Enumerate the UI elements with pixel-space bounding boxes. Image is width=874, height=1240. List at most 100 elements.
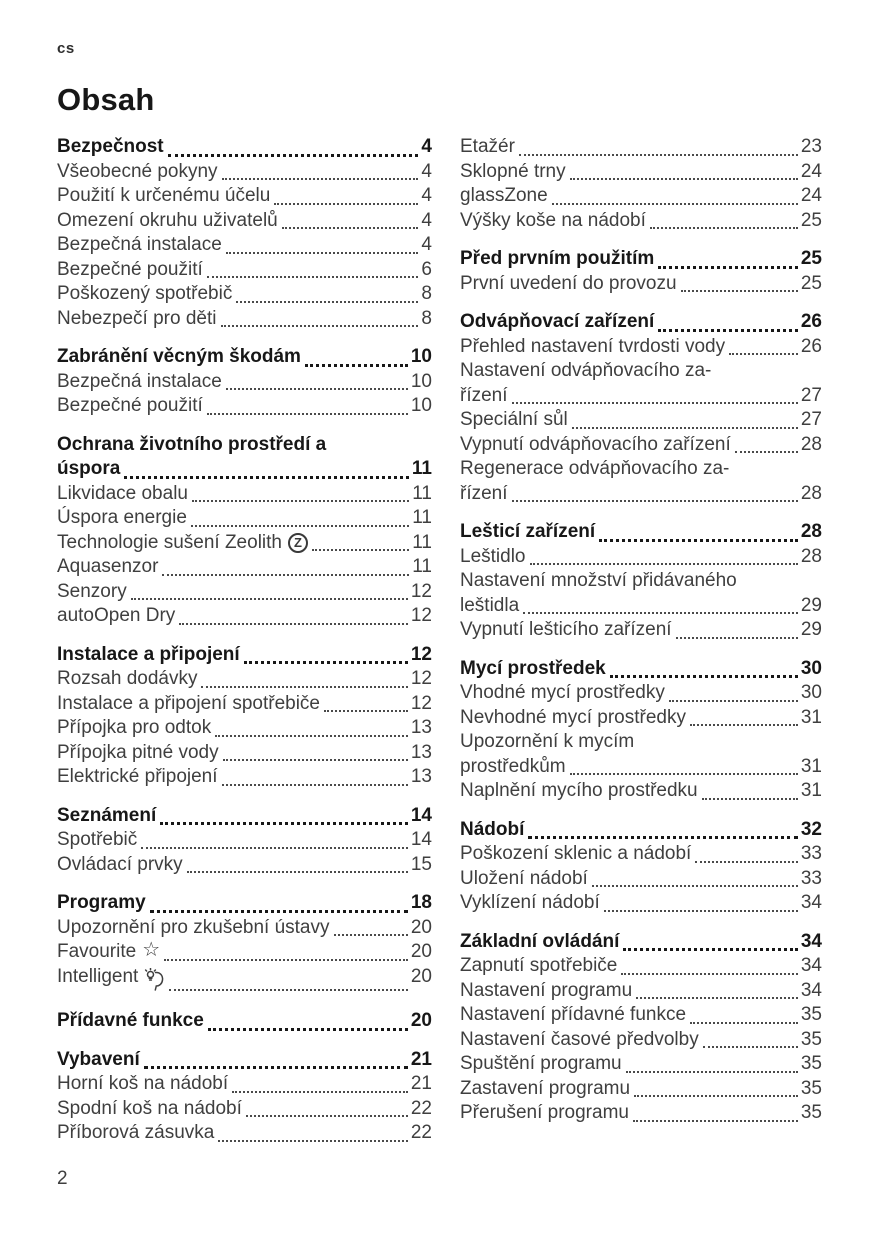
toc-section-heading: Zabránění věcným škodám 10 <box>57 345 432 370</box>
toc-entry: Vypnutí odvápňovacího zařízení 28 <box>460 433 822 458</box>
page-number: 32 <box>800 818 822 840</box>
toc-entry: Upozornění k mycím prostředkům 31 <box>460 730 822 779</box>
section-title: Ochrana životního prostředí a <box>57 433 327 455</box>
favourite-star-icon: ☆ <box>142 939 161 961</box>
toc-section: Přídavné funkce 20 <box>57 1009 432 1034</box>
toc-section: Instalace a připojení 12 Rozsah dodávky 12 I… <box>57 643 432 790</box>
dot-leader <box>571 408 798 429</box>
dot-leader <box>206 258 419 278</box>
toc-section: Odvápňovací zařízení 26 Přehled nastavení … <box>460 310 822 506</box>
toc-entry: Poškození sklenic a nádobí 33 <box>460 842 822 867</box>
toc-entry: Ovládací prvky 15 <box>57 853 432 878</box>
toc-entry: Vypnutí lešticího zařízení 29 <box>460 618 822 643</box>
page-number: 12 <box>410 668 432 689</box>
toc-section: Etažér 23 Sklopné trny 24 glassZone 24 Výšky k… <box>460 135 822 233</box>
page-number: 34 <box>800 930 822 952</box>
toc-entry: První uvedení do provozu 25 <box>460 272 822 297</box>
toc-section: Vybavení 21 Horní koš na nádobí 21 Spodní ko… <box>57 1048 432 1146</box>
toc-entry: Intelligent 20 <box>57 965 432 996</box>
toc-entry: Přerušení programu 35 <box>460 1101 822 1126</box>
dot-leader <box>690 1003 798 1024</box>
page-number: 26 <box>800 311 822 332</box>
dot-leader <box>634 1077 798 1097</box>
page-number: 20 <box>410 965 432 987</box>
entry-title: Vyklízení nádobí <box>460 892 600 913</box>
toc-section: Lešticí zařízení 28 Leštidlo 28 Nastavení mn… <box>460 520 822 643</box>
dot-leader <box>599 520 798 542</box>
dot-leader <box>218 1121 408 1142</box>
toc-entry: autoOpen Dry 12 <box>57 604 432 629</box>
table-of-contents: Bezpečnost 4 Všeobecné pokyny 4 Použití k ur… <box>57 135 822 1146</box>
page-number: 24 <box>800 185 822 206</box>
toc-entry: Vyklízení nádobí 34 <box>460 891 822 916</box>
entry-title: řízení <box>460 482 508 504</box>
page-number: 11 <box>412 507 432 528</box>
entry-title: Bezpečná instalace <box>57 370 222 392</box>
section-title: Lešticí zařízení <box>460 521 596 542</box>
section-title: Mycí prostředek <box>460 657 606 679</box>
toc-entry: Rozsah dodávky 12 <box>57 667 432 692</box>
page-number: 24 <box>800 160 822 182</box>
page-number: 30 <box>800 657 822 679</box>
page-number: 28 <box>800 433 822 455</box>
dot-leader <box>734 433 798 453</box>
page-number: 11 <box>412 482 432 504</box>
dot-leader <box>668 681 798 702</box>
dot-leader <box>221 160 419 180</box>
page-number: 20 <box>410 941 432 962</box>
dot-leader <box>220 307 419 327</box>
toc-entry: Přehled nastavení tvrdosti vody 26 <box>460 335 822 360</box>
entry-title: autoOpen Dry <box>57 605 176 626</box>
dot-leader <box>245 1097 408 1117</box>
page-number: 23 <box>800 136 822 157</box>
dot-leader <box>702 1028 798 1048</box>
dot-leader <box>591 867 798 887</box>
dot-leader <box>625 1052 798 1073</box>
section-title: Zabránění věcným škodám <box>57 346 301 367</box>
entry-title: Vypnutí odvápňovacího zařízení <box>460 433 731 455</box>
dot-leader <box>201 667 408 688</box>
toc-section-heading: Bezpečnost 4 <box>57 135 432 160</box>
toc-section-heading: Vybavení 21 <box>57 1048 432 1073</box>
dot-leader <box>221 765 408 786</box>
toc-section: Zabránění věcným škodám 10 Bezpečná instal… <box>57 345 432 419</box>
entry-title: Vhodné mycí prostředky <box>460 682 665 703</box>
toc-entry: Přípojka pro odtok 13 <box>57 716 432 741</box>
entry-title: Elektrické připojení <box>57 766 218 787</box>
dot-leader <box>225 233 419 254</box>
entry-title: Přípojka pitné vody <box>57 741 219 763</box>
toc-entry: Nastavení přídavné funkce 35 <box>460 1003 822 1028</box>
toc-entry: Spodní koš na nádobí 22 <box>57 1097 432 1122</box>
entry-title: řízení <box>460 384 508 406</box>
entry-title: Nastavení programu <box>460 979 633 1001</box>
toc-entry: Nastavení časové předvolby 35 <box>460 1028 822 1053</box>
toc-entry: Příborová zásuvka 22 <box>57 1121 432 1146</box>
dot-leader <box>636 979 798 999</box>
page-number: 4 <box>421 185 432 206</box>
page-number: 25 <box>800 248 822 269</box>
page-number: 14 <box>410 804 432 826</box>
entry-title: Likvidace obalu <box>57 482 188 504</box>
page-number: 13 <box>410 717 432 738</box>
dot-leader <box>632 1101 798 1122</box>
entry-title: Uložení nádobí <box>460 867 588 889</box>
dot-leader <box>511 384 798 404</box>
toc-section-heading: Instalace a připojení 12 <box>57 643 432 668</box>
dot-leader <box>333 916 408 936</box>
page-number: 18 <box>410 892 432 913</box>
toc-entry: Favourite ☆ 20 <box>57 940 432 965</box>
toc-entry: Zastavení programu 35 <box>460 1077 822 1102</box>
toc-entry: Zapnutí spotřebiče 34 <box>460 954 822 979</box>
dot-leader <box>169 965 408 991</box>
page-number: 27 <box>800 409 822 430</box>
entry-title: Etažér <box>460 136 515 157</box>
page-number: 30 <box>800 682 822 703</box>
entry-title: Leštidlo <box>460 545 526 567</box>
dot-leader <box>658 247 798 269</box>
toc-entry: Použití k určenému účelu 4 <box>57 184 432 209</box>
page-number: 12 <box>410 605 432 626</box>
toc-section-heading: Odvápňovací zařízení 26 <box>460 310 822 335</box>
zeolith-icon: Z <box>287 532 308 553</box>
toc-entry: Poškozený spotřebič 8 <box>57 282 432 307</box>
toc-entry: Nebezpečí pro děti 8 <box>57 307 432 332</box>
